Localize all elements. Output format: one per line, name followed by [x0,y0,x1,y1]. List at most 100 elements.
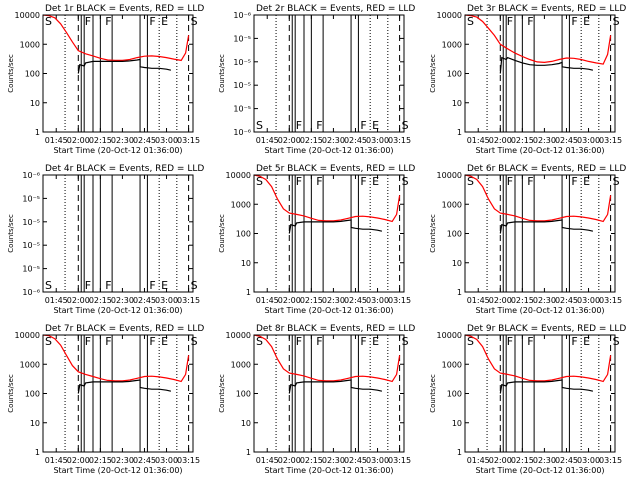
y-tick-label: 10⁻⁶ [22,171,40,180]
x-tick-label: 02:30 [322,296,345,305]
flag-label: E [372,119,379,132]
x-tick-label: 02:45 [133,136,156,145]
flag-label: F [316,175,322,188]
flag-label: F [105,335,111,348]
x-tick-label: 03:15 [388,456,411,465]
flag-label: F [571,15,577,28]
x-tick-label: 02:30 [322,136,345,145]
x-tick-label: 02:15 [89,456,112,465]
x-tick-label: 03:15 [599,456,622,465]
detector-panel-7: Det 7r BLACK = Events, RED = LLD Counts/s… [7,324,204,475]
y-tick-label: 10⁻⁶ [233,11,251,20]
flag-label: F [85,335,91,348]
flag-label: S [613,335,620,348]
flag-label: F [360,175,366,188]
y-axis-label: Counts/sec [7,214,15,253]
plot-frame [464,14,616,133]
flag-label: S [402,335,409,348]
y-tick-label: 10 [452,259,462,268]
y-tick-label: 1000 [442,360,462,369]
detector-panel-9: Det 9r BLACK = Events, RED = LLD Counts/s… [429,324,626,475]
x-tick-label: 02:00 [278,296,301,305]
flag-label: S [191,335,198,348]
flag-label: S [402,175,409,188]
y-tick-label: 1 [35,448,40,457]
y-tick-label: 100 [25,390,40,399]
flag-label: S [402,119,409,132]
series-line-1 [253,174,401,223]
x-tick-label: 02:45 [555,136,578,145]
y-axis-label: Counts/sec [218,54,226,93]
x-tick-label: 02:45 [555,296,578,305]
y-tick-label: 10⁻⁵ [233,105,251,114]
x-tick-label: 02:00 [489,296,512,305]
detector-panel-6: Det 6r BLACK = Events, RED = LLD Counts/s… [429,164,626,315]
x-tick-label: 03:15 [388,136,411,145]
y-tick-label: 1000 [231,200,251,209]
series-line-2 [288,379,383,394]
x-axis-label: Start Time (20-Oct-12 01:36:00) [475,306,604,315]
y-tick-label: 10⁻⁶ [233,128,251,137]
panel-title: Det 4r BLACK = Events, RED = LLD [45,164,204,174]
flag-label: F [316,119,322,132]
y-tick-label: 100 [25,70,40,79]
flag-label: E [161,15,168,28]
panel-title: Det 1r BLACK = Events, RED = LLD [45,4,204,14]
y-tick-label: 10⁻⁵ [233,58,251,67]
flag-label: E [583,175,590,188]
x-tick-label: 01:45 [256,296,279,305]
flag-label: F [571,335,577,348]
x-tick-label: 01:45 [467,456,490,465]
series-line-2 [499,379,594,394]
flag-label: S [256,335,263,348]
x-tick-label: 02:15 [89,136,112,145]
y-tick-label: 10000 [226,171,251,180]
y-tick-label: 10⁻⁵ [22,218,40,227]
x-axis-label: Start Time (20-Oct-12 01:36:00) [53,306,182,315]
flag-label: E [161,279,168,292]
flag-label: F [507,15,513,28]
flag-label: F [105,279,111,292]
series-line-2 [288,219,383,234]
y-tick-label: 10⁻⁵ [22,241,40,250]
x-axis-label: Start Time (20-Oct-12 01:36:00) [53,146,182,155]
x-tick-label: 02:00 [67,456,90,465]
y-tick-label: 1 [457,128,462,137]
panel-title: Det 2r BLACK = Events, RED = LLD [256,4,415,14]
x-tick-label: 02:15 [89,296,112,305]
x-tick-label: 02:15 [511,456,534,465]
flag-label: E [583,15,590,28]
flag-label: F [507,335,513,348]
x-tick-label: 02:30 [322,456,345,465]
flag-label: F [85,279,91,292]
flag-label: S [613,15,620,28]
series-line-1 [464,14,612,65]
y-tick-label: 1000 [20,40,40,49]
series-line-1 [253,334,401,383]
y-tick-label: 10 [452,99,462,108]
x-tick-label: 01:45 [45,456,68,465]
x-tick-label: 02:45 [344,296,367,305]
x-tick-label: 02:15 [300,296,323,305]
x-tick-label: 02:45 [344,456,367,465]
y-axis-label: Counts/sec [429,54,437,93]
y-tick-label: 1000 [231,360,251,369]
y-tick-label: 10 [241,259,251,268]
y-tick-label: 1000 [442,200,462,209]
x-tick-label: 01:45 [467,136,490,145]
series-line-1 [464,174,612,223]
plot-frame [464,334,616,453]
flag-label: S [191,279,198,292]
y-tick-label: 10000 [15,11,40,20]
flag-label: F [527,335,533,348]
x-tick-label: 03:15 [177,456,200,465]
y-axis-label: Counts/sec [429,374,437,413]
x-tick-label: 03:00 [577,136,600,145]
flag-label: E [583,335,590,348]
x-tick-label: 03:15 [599,296,622,305]
flag-label: E [372,175,379,188]
flag-label: F [527,175,533,188]
flag-label: F [360,119,366,132]
x-axis-label: Start Time (20-Oct-12 01:36:00) [53,466,182,475]
x-tick-label: 03:00 [366,456,389,465]
